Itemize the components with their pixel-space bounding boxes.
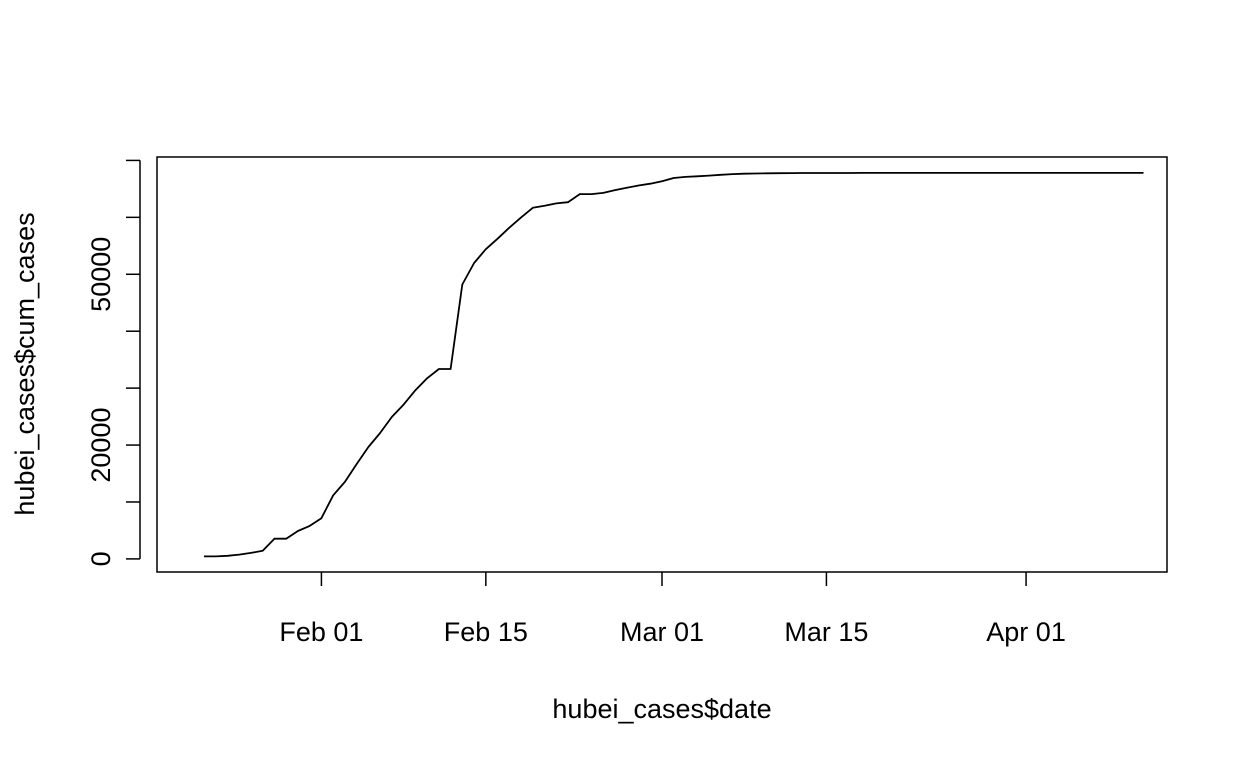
x-tick-label: Apr 01 bbox=[986, 617, 1066, 647]
x-tick-label: Mar 01 bbox=[620, 617, 704, 647]
plot-frame bbox=[156, 156, 1168, 573]
x-tick-label: Mar 15 bbox=[784, 617, 868, 647]
y-axis: 0 20000 50000 bbox=[86, 159, 141, 566]
series-line bbox=[204, 171, 1144, 558]
x-tick-label: Feb 15 bbox=[444, 617, 528, 647]
plot-area bbox=[204, 171, 1144, 558]
x-axis-title: hubei_cases$date bbox=[552, 694, 771, 724]
y-tick-label: 20000 bbox=[86, 408, 116, 483]
y-tick-label: 0 bbox=[86, 551, 116, 566]
x-axis: Feb 01 Feb 15 Mar 01 Mar 15 Apr 01 bbox=[279, 572, 1066, 647]
y-axis-title: hubei_cases$cum_cases bbox=[10, 212, 40, 515]
x-tick-label: Feb 01 bbox=[279, 617, 363, 647]
y-tick-label: 50000 bbox=[86, 237, 116, 312]
